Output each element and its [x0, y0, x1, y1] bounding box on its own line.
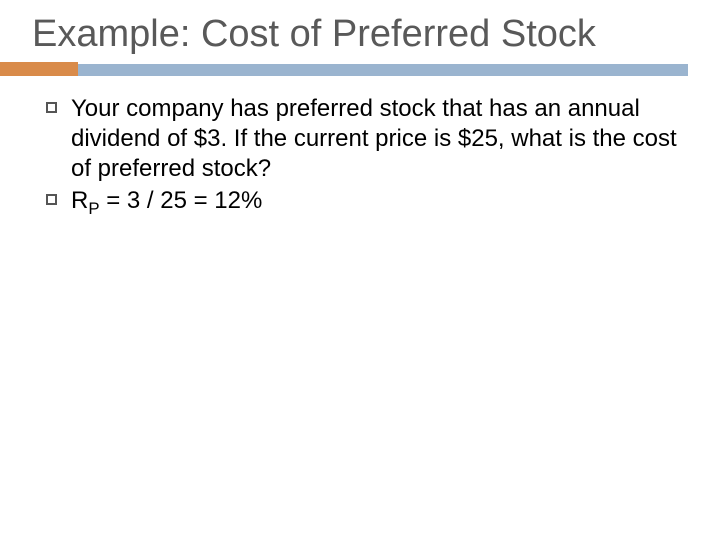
slide-container: Example: Cost of Preferred Stock Your co… — [0, 0, 720, 540]
title-underline — [32, 62, 688, 76]
bullet-text: RP = 3 / 25 = 12% — [71, 186, 262, 216]
bullet-item: RP = 3 / 25 = 12% — [46, 186, 688, 216]
underline-orange-accent — [0, 62, 78, 76]
bullet-square-icon — [46, 102, 57, 113]
bullet-item: Your company has preferred stock that ha… — [46, 94, 688, 184]
slide-title: Example: Cost of Preferred Stock — [32, 14, 688, 56]
underline-blue-bar — [32, 64, 688, 76]
content-area: Your company has preferred stock that ha… — [32, 94, 688, 216]
formula-subscript: P — [88, 199, 99, 218]
bullet-square-icon — [46, 194, 57, 205]
formula-suffix: = 3 / 25 = 12% — [100, 187, 263, 214]
bullet-text: Your company has preferred stock that ha… — [71, 94, 688, 184]
formula-prefix: R — [71, 187, 88, 214]
